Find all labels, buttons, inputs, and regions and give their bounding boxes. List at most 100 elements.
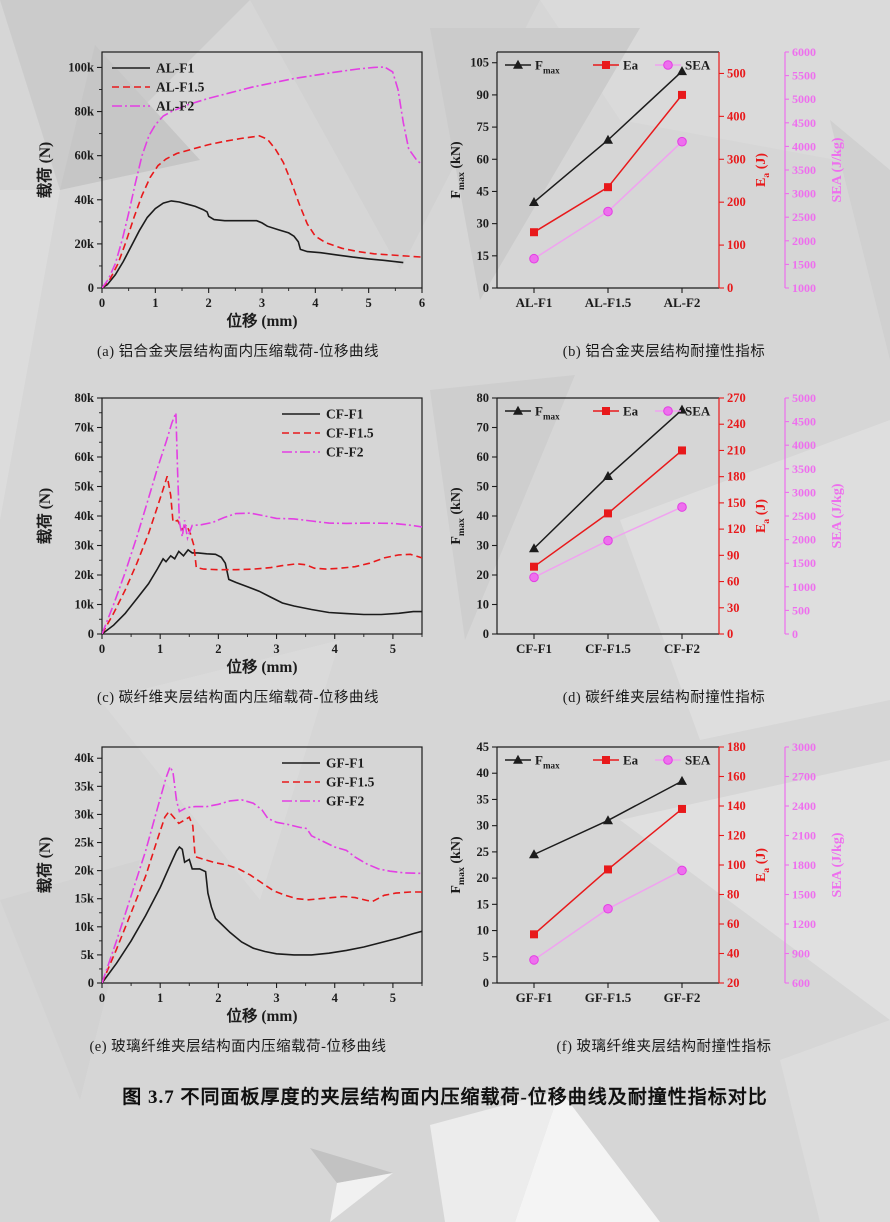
svg-text:50: 50 — [477, 480, 490, 494]
svg-text:10: 10 — [477, 924, 490, 938]
chart-c-figure: 0 1 2 3 4 5 0 10k 20k 30k 40k 50k 60k 70k 80k 位移 (mm) 载荷… — [28, 384, 448, 707]
svg-text:Ea: Ea — [623, 58, 639, 73]
chart-e-caption: (e) 玻璃纤维夹层结构面内压缩载荷-位移曲线 — [89, 1039, 387, 1055]
svg-text:4000: 4000 — [792, 139, 816, 153]
svg-text:5500: 5500 — [792, 69, 816, 83]
svg-text:2500: 2500 — [792, 509, 816, 523]
svg-text:CF-F2: CF-F2 — [664, 641, 700, 656]
svg-text:SEA: SEA — [685, 404, 711, 419]
svg-text:AL-F1.5: AL-F1.5 — [156, 80, 205, 95]
svg-text:15: 15 — [477, 249, 490, 263]
svg-text:40: 40 — [727, 947, 740, 961]
chart-a-canvas: 0 1 2 3 4 5 6 0 20k 40k 60k 80k 100k 位移 (mm) 载荷 (N) AL-… — [36, 51, 425, 330]
svg-text:Ea: Ea — [623, 753, 639, 768]
svg-text:5k: 5k — [81, 948, 94, 962]
svg-text:1: 1 — [157, 991, 163, 1005]
svg-text:2: 2 — [206, 296, 212, 310]
svg-text:30k: 30k — [75, 539, 95, 553]
svg-text:GF-F1: GF-F1 — [516, 990, 553, 1005]
svg-text:240: 240 — [727, 417, 746, 431]
svg-text:210: 210 — [727, 443, 746, 457]
svg-text:5000: 5000 — [792, 391, 816, 405]
svg-text:45: 45 — [477, 184, 490, 198]
svg-text:2000: 2000 — [792, 234, 816, 248]
svg-text:AL-F1: AL-F1 — [516, 295, 553, 310]
svg-text:60: 60 — [727, 917, 740, 931]
svg-text:0: 0 — [727, 627, 733, 641]
svg-text:70k: 70k — [75, 421, 95, 435]
svg-text:AL-F1: AL-F1 — [156, 61, 194, 76]
svg-text:2100: 2100 — [792, 829, 816, 843]
svg-text:0: 0 — [88, 976, 94, 990]
svg-text:400: 400 — [727, 109, 746, 123]
svg-text:0: 0 — [88, 281, 94, 295]
svg-text:40k: 40k — [75, 751, 95, 765]
svg-text:100k: 100k — [68, 60, 94, 74]
svg-text:100: 100 — [727, 238, 746, 252]
figure-main-caption: 图 3.7 不同面板厚度的夹层结构面内压缩载荷-位移曲线及耐撞性指标对比 — [122, 1087, 768, 1108]
svg-text:40: 40 — [477, 509, 490, 523]
svg-text:35: 35 — [477, 792, 490, 806]
svg-text:GF-F1.5: GF-F1.5 — [326, 775, 375, 790]
svg-text:5: 5 — [366, 296, 372, 310]
svg-text:位移 (mm): 位移 (mm) — [226, 657, 297, 676]
chart-d-canvas: 0 10 20 30 40 50 60 70 80 Fmax (kN) CF-F1 CF-F1.5 CF… — [449, 391, 845, 656]
svg-text:0: 0 — [99, 296, 105, 310]
svg-text:SEA (J/kg): SEA (J/kg) — [830, 483, 845, 548]
svg-text:0: 0 — [483, 627, 489, 641]
svg-text:60: 60 — [477, 152, 490, 166]
svg-text:SEA (J/kg): SEA (J/kg) — [830, 832, 845, 897]
svg-text:4500: 4500 — [792, 415, 816, 429]
svg-text:30k: 30k — [75, 807, 95, 821]
chart-c-caption: (c) 碳纤维夹层结构面内压缩载荷-位移曲线 — [96, 690, 380, 706]
svg-text:2: 2 — [215, 991, 221, 1005]
chart-e-figure: 0 1 2 3 4 5 0 5k 10k 15k 20k 25k 30k 35k 40k 位移 (mm) 载荷 … — [28, 733, 448, 1056]
svg-text:80: 80 — [477, 391, 490, 405]
svg-text:500: 500 — [727, 66, 746, 80]
svg-text:GF-F1: GF-F1 — [326, 756, 364, 771]
svg-text:Fmax (kN): Fmax (kN) — [449, 487, 467, 545]
svg-text:4: 4 — [332, 642, 339, 656]
svg-text:60k: 60k — [75, 450, 95, 464]
svg-text:Ea (J): Ea (J) — [754, 848, 772, 882]
svg-text:AL-F2: AL-F2 — [664, 295, 701, 310]
svg-text:位移 (mm): 位移 (mm) — [226, 1006, 297, 1025]
chart-d-figure: 0 10 20 30 40 50 60 70 80 Fmax (kN) CF-F1 CF-F1.5 CF… — [445, 384, 883, 707]
svg-text:CF-F1: CF-F1 — [516, 641, 552, 656]
svg-text:0: 0 — [727, 281, 733, 295]
svg-text:35k: 35k — [75, 779, 95, 793]
svg-text:5: 5 — [390, 642, 396, 656]
svg-text:45: 45 — [477, 740, 490, 754]
svg-text:3: 3 — [273, 991, 279, 1005]
svg-text:4500: 4500 — [792, 116, 816, 130]
chart-f-figure: 0 5 10 15 20 25 30 35 40 45 Fmax (kN) GF-F1 GF-F1.5 G… — [445, 733, 883, 1056]
svg-text:15: 15 — [477, 897, 490, 911]
svg-text:25k: 25k — [75, 836, 95, 850]
svg-text:40k: 40k — [75, 193, 95, 207]
svg-text:80: 80 — [727, 888, 740, 902]
svg-text:25: 25 — [477, 845, 490, 859]
svg-text:Fmax: Fmax — [535, 58, 560, 76]
svg-text:载荷 (N): 载荷 (N) — [36, 488, 54, 544]
svg-text:Ea (J): Ea (J) — [754, 499, 772, 533]
svg-text:60: 60 — [477, 450, 490, 464]
svg-text:GF-F2: GF-F2 — [664, 990, 701, 1005]
svg-text:180: 180 — [727, 740, 746, 754]
chart-c-canvas: 0 1 2 3 4 5 0 10k 20k 30k 40k 50k 60k 70k 80k 位移 (mm) 载荷… — [36, 391, 423, 676]
svg-text:100: 100 — [727, 858, 746, 872]
svg-text:120: 120 — [727, 829, 746, 843]
svg-text:Fmax (kN): Fmax (kN) — [449, 141, 467, 199]
chart-f-canvas: 0 5 10 15 20 25 30 35 40 45 Fmax (kN) GF-F1 GF-F1.5 G… — [449, 740, 845, 1005]
svg-text:30: 30 — [727, 601, 740, 615]
svg-text:600: 600 — [792, 976, 810, 990]
svg-text:CF-F1: CF-F1 — [326, 407, 364, 422]
svg-text:0: 0 — [88, 627, 94, 641]
svg-text:2700: 2700 — [792, 770, 816, 784]
svg-text:1800: 1800 — [792, 858, 816, 872]
svg-text:10: 10 — [477, 598, 490, 612]
svg-text:AL-F2: AL-F2 — [156, 99, 194, 114]
svg-text:80k: 80k — [75, 105, 95, 119]
svg-text:75: 75 — [477, 120, 490, 134]
